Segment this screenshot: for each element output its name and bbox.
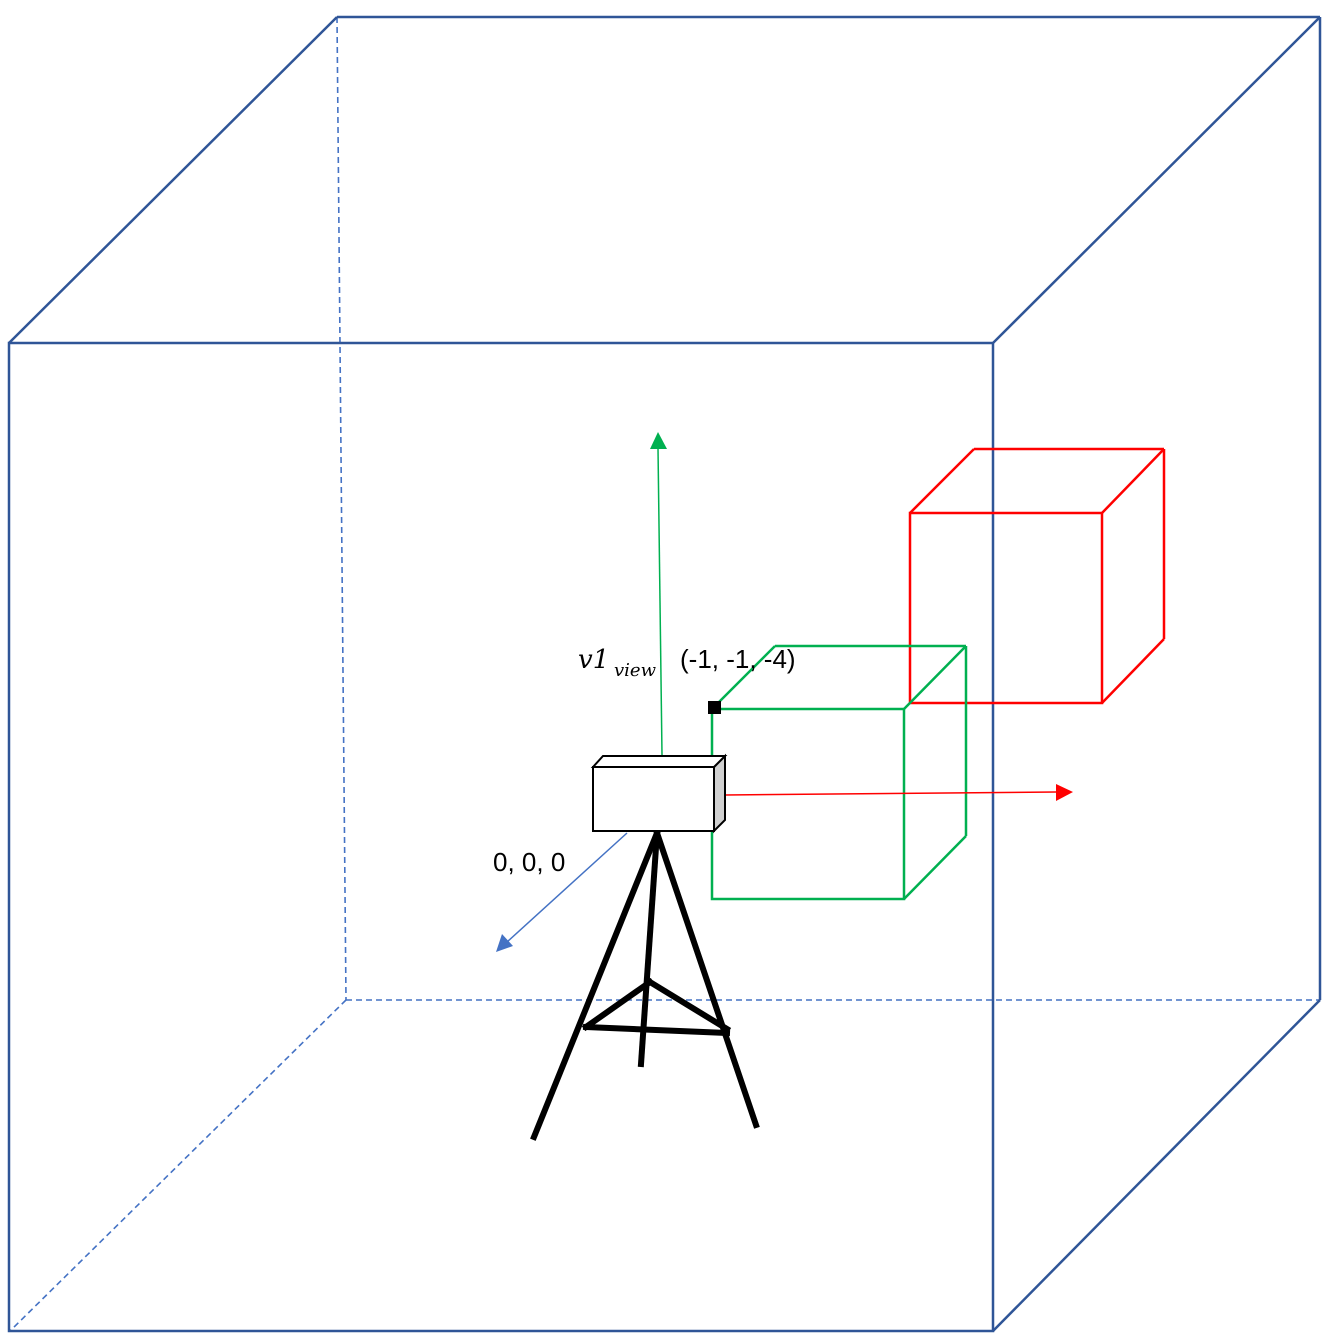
green-cube bbox=[710, 644, 968, 901]
origin-label: 0, 0, 0 bbox=[493, 847, 565, 877]
room-front-face bbox=[7, 341, 995, 1333]
vertex-label: v1 view (-1, -1, -4) bbox=[578, 644, 796, 681]
green-cube-edge-top-left bbox=[711, 645, 776, 710]
room-edge-top-right bbox=[992, 16, 1321, 344]
tripod-brace-right bbox=[645, 977, 732, 1034]
y-axis-line bbox=[657, 447, 663, 756]
room-hidden-edge-vertical bbox=[336, 16, 347, 1001]
z-axis-arrowhead bbox=[496, 934, 513, 952]
camera-side-face bbox=[713, 753, 726, 834]
green-cube-edge-top-right bbox=[903, 645, 967, 710]
room-hidden-edge-diagonal bbox=[9, 999, 347, 1332]
camera-top-face bbox=[590, 755, 728, 768]
z-axis-line bbox=[506, 832, 628, 943]
y-axis-arrow bbox=[650, 432, 667, 756]
room-cube bbox=[7, 15, 1322, 1333]
tripod-brace-front bbox=[582, 1023, 731, 1037]
red-cube bbox=[908, 447, 1166, 705]
x-axis-line bbox=[724, 791, 1057, 796]
room-visible-edges bbox=[7, 15, 1322, 1333]
camera-front-face bbox=[592, 766, 715, 832]
vertex-label-subscript: view bbox=[614, 660, 657, 681]
red-cube-front-face bbox=[908, 511, 1104, 705]
tripod-leg-left bbox=[530, 829, 661, 1141]
camera bbox=[590, 753, 728, 834]
vertex-marker bbox=[708, 701, 721, 714]
vertex-label-main: v1 bbox=[578, 645, 609, 675]
y-axis-arrowhead bbox=[650, 432, 667, 449]
room-hidden-edges bbox=[9, 16, 1320, 1332]
tripod bbox=[530, 829, 760, 1141]
room-edge-bottom-right bbox=[992, 999, 1321, 1332]
red-cube-edge-bottom-right bbox=[1101, 638, 1165, 704]
x-axis-arrow bbox=[724, 784, 1073, 801]
vertex-label-coords: (-1, -1, -4) bbox=[680, 644, 796, 674]
x-axis-arrowhead bbox=[1056, 784, 1073, 801]
room-edge-top-left bbox=[8, 16, 338, 344]
red-cube-edge-top-right bbox=[1101, 448, 1165, 514]
tripod-leg-center bbox=[637, 829, 661, 1068]
tripod-brace-left bbox=[581, 977, 655, 1032]
green-cube-front-face bbox=[710, 707, 906, 901]
tripod-leg-right bbox=[653, 829, 760, 1129]
red-cube-edge-top-left bbox=[909, 448, 975, 514]
green-cube-edge-bottom-right bbox=[903, 835, 967, 900]
z-axis-arrow bbox=[496, 832, 628, 952]
